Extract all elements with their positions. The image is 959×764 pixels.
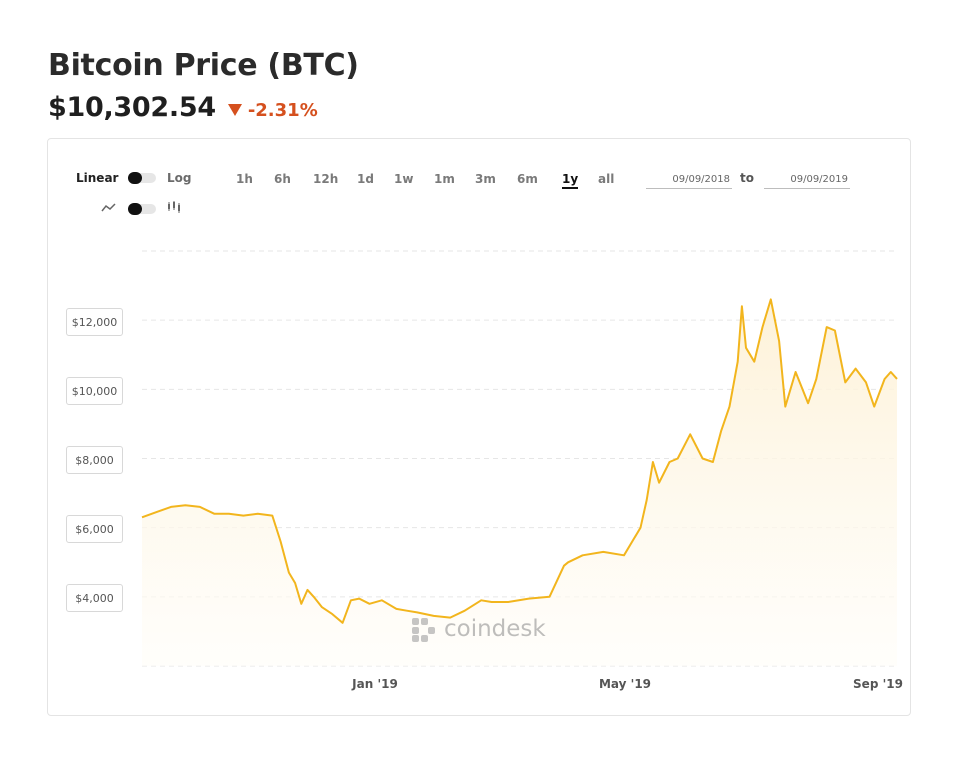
range-1m[interactable]: 1m bbox=[434, 172, 455, 186]
scale-linear-label[interactable]: Linear bbox=[76, 171, 119, 185]
data-points bbox=[141, 299, 898, 623]
asset-name: Bitcoin Price bbox=[48, 48, 258, 83]
chart-type-toggle-knob bbox=[128, 203, 142, 215]
price-row: $10,302.54 -2.31% bbox=[48, 92, 318, 123]
line-chart-icon[interactable] bbox=[101, 203, 117, 213]
asset-ticker: (BTC) bbox=[267, 48, 359, 83]
scale-log-label[interactable]: Log bbox=[167, 171, 192, 185]
range-6m[interactable]: 6m bbox=[517, 172, 538, 186]
coindesk-logo-icon bbox=[410, 616, 436, 642]
date-from-input[interactable] bbox=[646, 170, 732, 189]
date-to-input[interactable] bbox=[764, 170, 850, 189]
range-all[interactable]: all bbox=[598, 172, 615, 186]
y-tick-10000: $10,000 bbox=[66, 377, 123, 405]
range-12h[interactable]: 12h bbox=[313, 172, 339, 186]
range-1w[interactable]: 1w bbox=[394, 172, 414, 186]
scale-toggle[interactable] bbox=[128, 172, 156, 184]
price-change: -2.31% bbox=[227, 99, 318, 121]
range-1h[interactable]: 1h bbox=[236, 172, 253, 186]
current-price: $10,302.54 bbox=[48, 92, 216, 123]
down-arrow-icon bbox=[227, 104, 242, 116]
date-to-label: to bbox=[740, 171, 754, 185]
coindesk-watermark: coindesk bbox=[410, 616, 546, 642]
price-area bbox=[142, 299, 897, 666]
range-1y[interactable]: 1y bbox=[562, 172, 579, 189]
scale-toggle-knob bbox=[128, 172, 142, 184]
watermark-text: coindesk bbox=[444, 616, 546, 642]
y-tick-4000: $4,000 bbox=[66, 584, 123, 612]
range-3m[interactable]: 3m bbox=[475, 172, 496, 186]
price-line bbox=[141, 298, 898, 624]
price-change-value: -2.31% bbox=[247, 99, 318, 121]
range-1d[interactable]: 1d bbox=[357, 172, 374, 186]
x-tick-sep-19: Sep '19 bbox=[853, 677, 903, 691]
x-tick-may-19: May '19 bbox=[598, 677, 652, 691]
y-tick-8000: $8,000 bbox=[66, 446, 123, 474]
range-6h[interactable]: 6h bbox=[274, 172, 291, 186]
x-tick-jan-19: Jan '19 bbox=[352, 677, 398, 691]
page-title: Bitcoin Price (BTC) bbox=[48, 48, 359, 83]
y-tick-12000: $12,000 bbox=[66, 308, 123, 336]
chart-type-toggle[interactable] bbox=[128, 203, 156, 215]
candlestick-icon[interactable] bbox=[167, 200, 181, 214]
y-tick-6000: $6,000 bbox=[66, 515, 123, 543]
